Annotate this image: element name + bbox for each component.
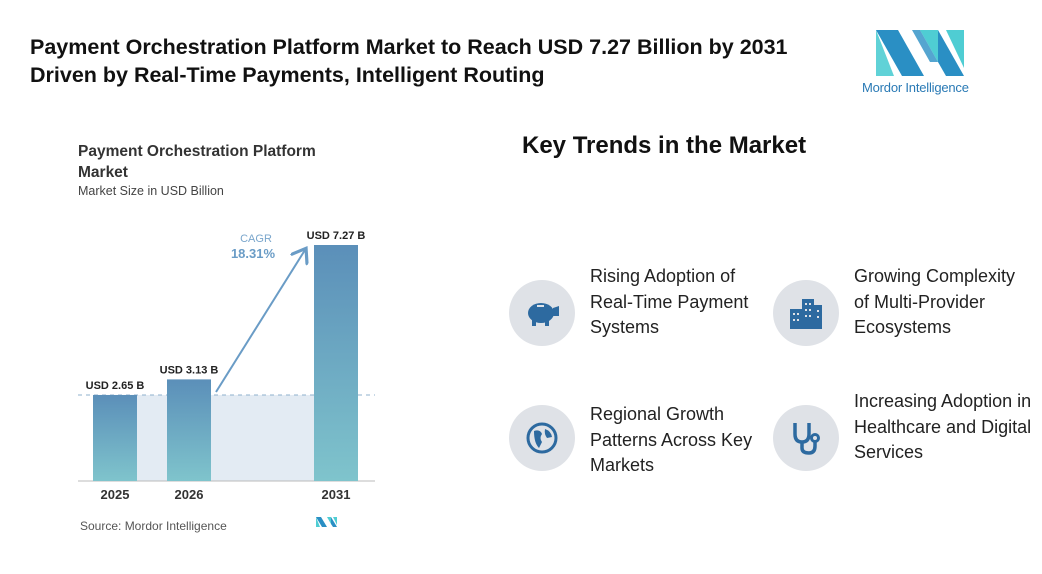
bar-2031 bbox=[314, 245, 358, 481]
cagr-label: CAGR bbox=[240, 233, 272, 245]
buildings-icon bbox=[773, 280, 839, 346]
chart-subtitle: Market Size in USD Billion bbox=[78, 184, 224, 198]
trend-item: Regional Growth Patterns Across Key Mark… bbox=[590, 404, 753, 475]
x-tick-label: 2031 bbox=[322, 487, 351, 502]
key-trends-title: Key Trends in the Market bbox=[522, 132, 807, 159]
trend-item: Growing Complexity of Multi-Provider Eco… bbox=[854, 266, 1016, 337]
chart-source: Source: Mordor Intelligence bbox=[80, 519, 227, 533]
globe-icon bbox=[509, 405, 575, 471]
x-tick-label: 2025 bbox=[101, 487, 130, 502]
source-logo-icon bbox=[316, 517, 337, 527]
piggy-bank-icon bbox=[509, 280, 575, 346]
data-label: USD 7.27 B bbox=[307, 230, 366, 242]
bar-2026 bbox=[167, 379, 211, 481]
x-tick-label: 2026 bbox=[175, 487, 204, 502]
trend-item: Increasing Adoption in Healthcare and Di… bbox=[854, 391, 1032, 462]
page-title: Payment Orchestration Platform Market to… bbox=[30, 35, 788, 87]
stethoscope-icon bbox=[773, 405, 839, 471]
data-label: USD 2.65 B bbox=[86, 380, 145, 392]
logo-text: Mordor Intelligence bbox=[862, 80, 969, 95]
trend-item: Rising Adoption of Real-Time Payment Sys… bbox=[590, 266, 749, 337]
cagr-arrow bbox=[215, 250, 305, 393]
bar-chart: USD 2.65 B 2025 USD 3.13 B 2026 USD 7.27 B 20… bbox=[78, 230, 375, 527]
data-label: USD 3.13 B bbox=[160, 364, 219, 376]
mordor-logo-icon bbox=[876, 30, 964, 76]
cagr-value: 18.31% bbox=[231, 246, 276, 261]
bar-2025 bbox=[93, 394, 137, 481]
chart-title: Payment Orchestration Platform Market bbox=[78, 143, 316, 181]
